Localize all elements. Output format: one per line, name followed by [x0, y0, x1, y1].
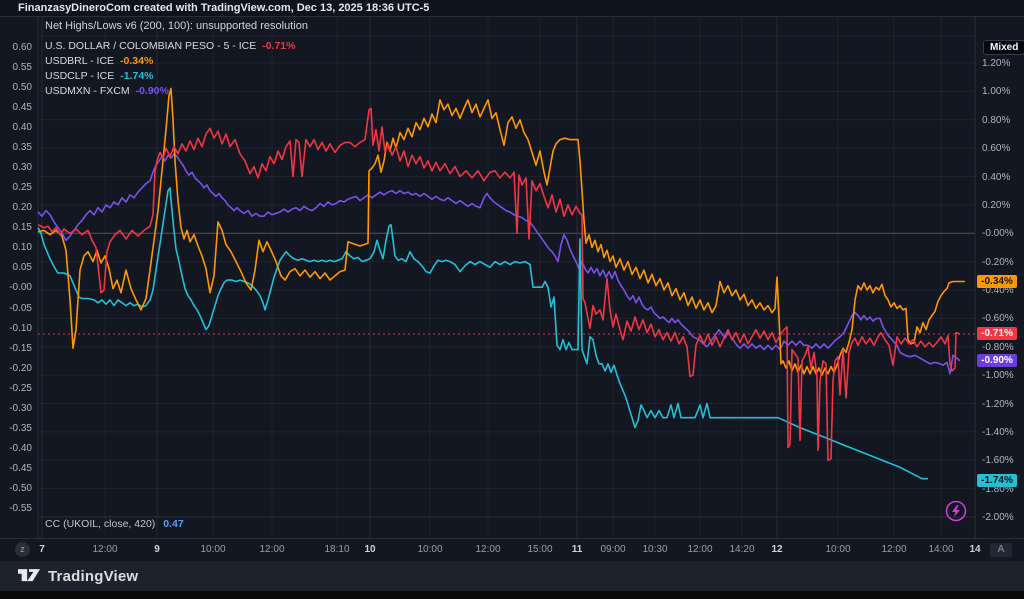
right-axis-label: 1.00%: [982, 86, 1011, 98]
left-axis-label: -0.45: [9, 462, 32, 474]
tradingview-wordmark[interactable]: TradingView: [48, 567, 139, 585]
legend-symbol-title: U.S. DOLLAR / COLOMBIAN PESO - 5 - ICE: [45, 40, 257, 52]
right-axis-label: -2.00%: [982, 512, 1014, 523]
left-axis-label: 0.30: [12, 162, 32, 174]
legend-change-value: -0.90%: [135, 85, 169, 97]
time-axis-label: 12:00: [259, 544, 285, 555]
right-axis-label: -0.60%: [982, 313, 1014, 325]
legend-row-0[interactable]: U.S. DOLLAR / COLOMBIAN PESO - 5 - ICE -0…: [45, 39, 296, 54]
right-axis-label: 0.40%: [982, 171, 1011, 183]
auto-scale-button[interactable]: A: [990, 543, 1012, 557]
lightning-icon: [945, 500, 967, 522]
left-price-scale[interactable]: 0.60 0.55 0.50 0.45 0.40 0.35 0.30 0.25 0.20 0.15…: [0, 17, 36, 538]
left-axis-label: 0.50: [12, 82, 32, 94]
time-axis-label: 10:30: [642, 544, 668, 555]
left-axis-label: 0.05: [12, 262, 32, 274]
legend-change-value: -0.34%: [120, 55, 154, 67]
left-axis-label: -0.40: [9, 442, 32, 454]
cc-indicator-value: 0.47: [163, 518, 184, 530]
right-axis-label: -0.20%: [982, 256, 1014, 268]
series-line-usdcop: [37, 107, 961, 462]
window-title-bar: FinanzasyDineroCom created with TradingV…: [0, 0, 1024, 17]
left-axis-label: 0.25: [12, 182, 32, 194]
symbol-legend[interactable]: U.S. DOLLAR / COLOMBIAN PESO - 5 - ICE -0…: [45, 39, 296, 99]
time-axis-label: 10:00: [825, 544, 851, 555]
legend-row-2[interactable]: USDCLP - ICE -1.74%: [45, 69, 296, 84]
left-axis-label: -0.20: [9, 362, 32, 374]
legend-row-3[interactable]: USDMXN - FXCM -0.90%: [45, 84, 296, 99]
flash-alert-button[interactable]: [945, 500, 967, 522]
left-axis-label: 0.35: [12, 142, 32, 154]
series-line-usdclp: [37, 187, 928, 480]
time-axis-label: 10: [364, 544, 376, 555]
legend-change-value: -0.71%: [262, 40, 296, 52]
time-axis-label: 9: [154, 544, 160, 555]
time-axis[interactable]: z 7 12:00 9 10:00 12:00 18:10 10 10:00 12:00 15:0…: [0, 538, 1024, 562]
brand-footer: TradingView: [0, 561, 1024, 591]
legend-symbol-title: USDBRL - ICE: [45, 55, 115, 67]
time-axis-label: 15:00: [527, 544, 553, 555]
left-axis-label: 0.40: [12, 122, 32, 134]
page-title: FinanzasyDineroCom created with TradingV…: [18, 2, 430, 14]
time-axis-label: 12:00: [687, 544, 713, 555]
right-axis-label: 0.80%: [982, 114, 1011, 126]
time-axis-label: 11: [571, 544, 583, 555]
right-axis-label: -0.00%: [982, 228, 1014, 240]
last-value-badge: -0.34%: [977, 274, 1017, 288]
legend-symbol-title: USDCLP - ICE: [45, 70, 115, 82]
left-axis-label: -0.10: [9, 322, 32, 334]
left-axis-label: 0.10: [12, 242, 32, 254]
left-axis-label: 0.60: [12, 42, 32, 53]
right-axis-label: -0.80%: [982, 341, 1014, 353]
left-axis-label: -0.15: [9, 342, 32, 354]
chart-plot-area[interactable]: [0, 0, 1024, 561]
left-axis-label: 0.45: [12, 102, 32, 114]
time-axis-label: 09:00: [600, 544, 626, 555]
left-axis-label: -0.35: [9, 422, 32, 434]
time-axis-label: 14: [969, 544, 981, 555]
time-axis-label: 10:00: [200, 544, 226, 555]
right-axis-label: -1.00%: [982, 370, 1014, 382]
cc-indicator-label: CC (UKOIL, close, 420): [45, 518, 156, 530]
left-axis-label: 0.20: [12, 202, 32, 214]
left-axis-label: 0.15: [12, 222, 32, 234]
legend-row-1[interactable]: USDBRL - ICE -0.34%: [45, 54, 296, 69]
bottom-black-strip: [0, 591, 1024, 599]
legend-change-value: -1.74%: [120, 70, 154, 82]
left-axis-label: 0.55: [12, 62, 32, 74]
time-axis-label: 10:00: [417, 544, 443, 555]
cc-indicator-row[interactable]: CC (UKOIL, close, 420) 0.47: [45, 518, 184, 530]
time-axis-label: 14:20: [729, 544, 755, 555]
right-axis-label: -1.20%: [982, 398, 1014, 410]
time-axis-label: 12: [771, 544, 783, 555]
left-axis-label: -0.05: [9, 302, 32, 314]
left-axis-label: -0.00: [9, 282, 32, 294]
right-axis-label: -1.60%: [982, 455, 1014, 467]
indicator-status-label[interactable]: Net Highs/Lows v6 (200, 100): unsupporte…: [45, 20, 308, 32]
timezone-button[interactable]: z: [15, 542, 30, 557]
series-line-usdmxn: [37, 153, 961, 375]
time-axis-label: 12:00: [92, 544, 118, 555]
last-value-badge: -0.71%: [977, 327, 1017, 341]
right-axis-label: 1.20%: [982, 58, 1011, 69]
left-axis-label: -0.50: [9, 482, 32, 494]
time-axis-label: 12:00: [881, 544, 907, 555]
left-axis-label: -0.30: [9, 402, 32, 414]
tradingview-logo-icon[interactable]: [18, 568, 40, 585]
time-axis-label: 7: [39, 544, 45, 555]
right-axis-label: 0.60%: [982, 143, 1011, 155]
right-axis-label: 0.20%: [982, 199, 1011, 211]
time-axis-label: 14:00: [928, 544, 954, 555]
legend-symbol-title: USDMXN - FXCM: [45, 85, 130, 97]
last-value-badge: -1.74%: [977, 473, 1017, 487]
mixed-scale-button[interactable]: Mixed: [983, 40, 1024, 55]
left-axis-label: -0.55: [9, 502, 32, 514]
last-value-badge: -0.90%: [977, 354, 1017, 368]
series-line-usdbrl: [37, 87, 965, 376]
time-axis-label: 12:00: [475, 544, 501, 555]
left-axis-label: -0.25: [9, 382, 32, 394]
right-axis-label: -1.40%: [982, 426, 1014, 438]
time-axis-label: 18:10: [324, 544, 350, 555]
